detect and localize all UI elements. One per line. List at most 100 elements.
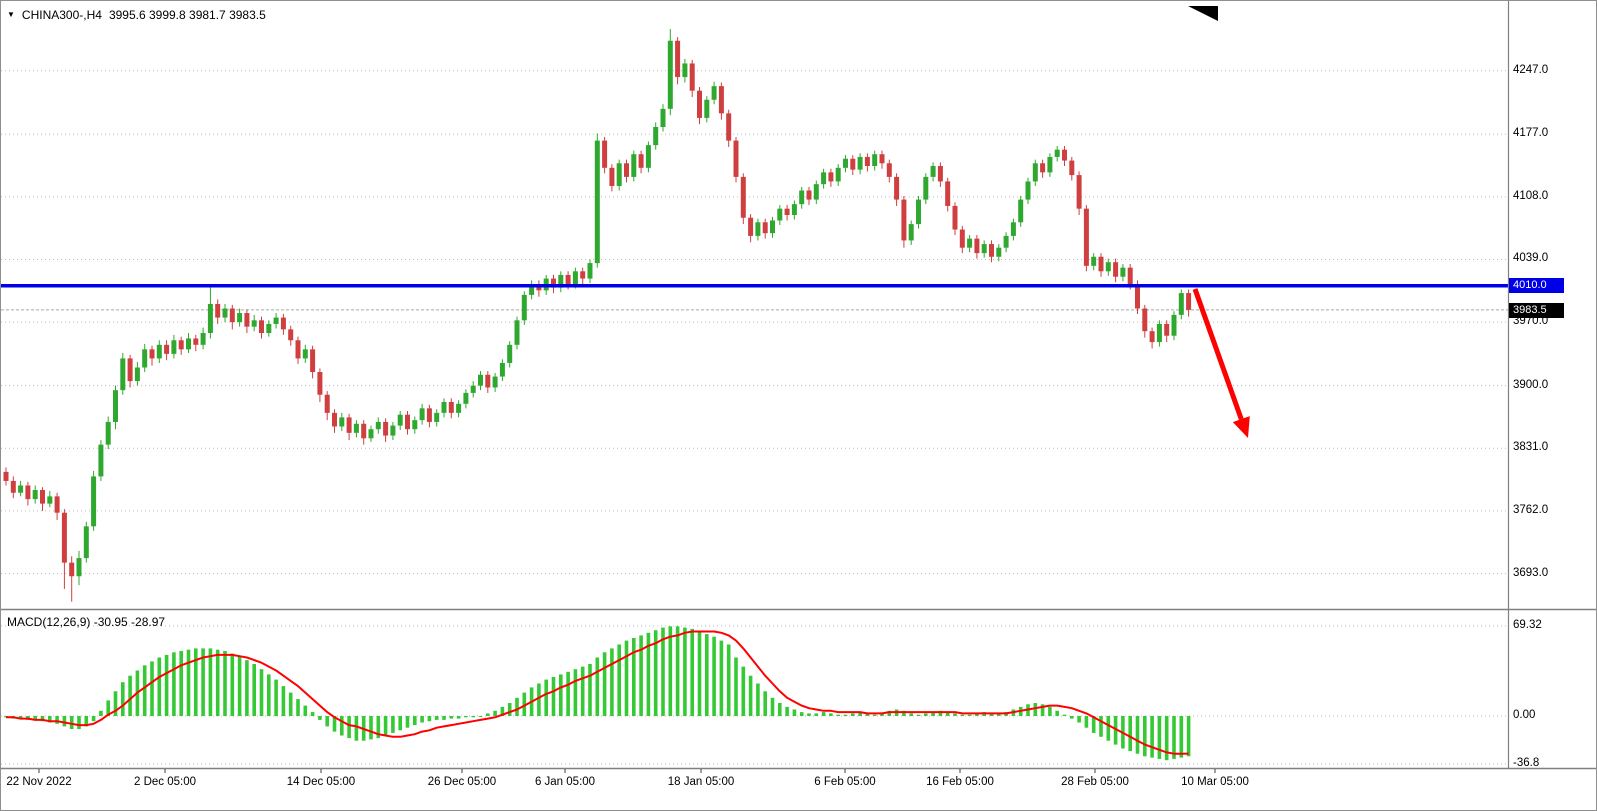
macd-bar (1172, 716, 1176, 759)
price-gridlines (1, 70, 1508, 575)
macd-bar (646, 632, 651, 716)
candle-body (916, 199, 921, 225)
candle-body (25, 485, 31, 500)
macd-bar (544, 679, 548, 716)
macd-bar (748, 675, 753, 716)
macd-bar (99, 710, 103, 716)
macd-tick-label: 69.32 (1513, 618, 1542, 631)
candle-body (1105, 262, 1111, 272)
macd-bar (726, 644, 731, 716)
macd-bar (778, 703, 782, 716)
macd-bar (507, 703, 512, 716)
macd-bar (150, 661, 154, 716)
candle-body (193, 338, 199, 345)
candle-body (302, 349, 308, 359)
macd-bar (106, 700, 110, 716)
macd-bar (690, 628, 694, 716)
macd-bar (1070, 716, 1074, 719)
candle-body (631, 154, 637, 177)
candle-body (1156, 323, 1162, 343)
macd-bar (84, 716, 89, 727)
symbol-dropdown-icon[interactable]: ▼ (7, 10, 15, 19)
candle-body (580, 271, 586, 279)
candle-body (186, 338, 191, 350)
candle-body (952, 205, 958, 230)
macd-bar (624, 640, 629, 716)
candle-body (1040, 163, 1046, 173)
time-tick-label: 16 Feb 05:00 (926, 776, 994, 788)
macd-bar (632, 638, 636, 716)
macd-bar (172, 652, 176, 716)
macd-bar (500, 706, 505, 716)
macd-bar (945, 712, 950, 716)
macd-bar (55, 716, 59, 724)
candle-body (317, 372, 323, 395)
macd-bar (851, 713, 855, 716)
candle-body (40, 490, 45, 504)
hline-price-badge: 4010.0 (1509, 277, 1564, 293)
macd-bar (376, 716, 381, 739)
macd-bar (595, 657, 600, 716)
price-axis[interactable]: 4247.0 4177.0 4108.0 4039.0 3970.0 3900.0 3831… (1509, 1, 1596, 791)
macd-bar (785, 706, 789, 716)
candle-body (653, 126, 659, 146)
candle-body (521, 294, 527, 321)
trend-arrow[interactable] (1192, 288, 1250, 438)
candle-body (251, 320, 257, 327)
macd-bar (252, 664, 256, 716)
macd-bar (909, 713, 913, 716)
candle-body (149, 349, 155, 359)
time-axis[interactable]: 22 Nov 2022 2 Dec 05:00 14 Dec 05:00 26 Dec… (1, 770, 1509, 798)
macd-bar (325, 716, 329, 727)
symbol-info: ▼ CHINA300-,H4 3995.6 3999.8 3981.7 3983… (7, 8, 266, 22)
candle-body (1142, 308, 1148, 332)
macd-bar (208, 648, 213, 716)
candle-body (1032, 163, 1038, 182)
macd-bar (318, 716, 322, 720)
candle-body (835, 167, 841, 182)
candle-body (864, 156, 870, 167)
macd-bar (121, 682, 125, 716)
candle-body (667, 40, 673, 109)
macd-bar (931, 712, 935, 716)
candle-body (222, 308, 228, 318)
candle-body (660, 108, 666, 127)
time-tick-label: 28 Feb 05:00 (1061, 776, 1129, 788)
candle-body (894, 176, 900, 200)
macd-bar (77, 716, 81, 729)
macd-bar (471, 716, 475, 718)
time-tick-label: 18 Jan 05:00 (667, 776, 735, 788)
macd-bar (456, 716, 461, 719)
macd-bar (588, 664, 592, 716)
macd-histogram (4, 626, 1191, 761)
price-tick-label: 4247.0 (1513, 63, 1549, 76)
candle-body (1025, 181, 1031, 200)
macd-bar (420, 716, 424, 723)
candle-body (697, 90, 702, 118)
candle-body (1010, 222, 1016, 236)
macd-bar (259, 669, 264, 716)
candle-body (616, 163, 622, 186)
candle-body (602, 140, 608, 168)
candle-body (748, 217, 754, 236)
macd-bar (434, 716, 439, 720)
macd-bar (1143, 716, 1147, 757)
candle-body (288, 329, 294, 341)
candle-body (872, 154, 878, 167)
macd-bar (566, 671, 570, 716)
candle-body (777, 208, 783, 221)
price-tick-label: 3693.0 (1513, 566, 1549, 579)
macd-bar (1084, 716, 1089, 728)
macd-bar (617, 644, 621, 716)
macd-bar (675, 626, 680, 716)
macd-bar (807, 713, 811, 716)
macd-bar (332, 716, 337, 732)
macd-signal-line (6, 630, 1189, 755)
candle-body (850, 158, 856, 170)
candle-body (755, 222, 761, 236)
macd-bar (33, 716, 37, 720)
macd-bar (836, 714, 840, 716)
candle-body (127, 358, 133, 382)
